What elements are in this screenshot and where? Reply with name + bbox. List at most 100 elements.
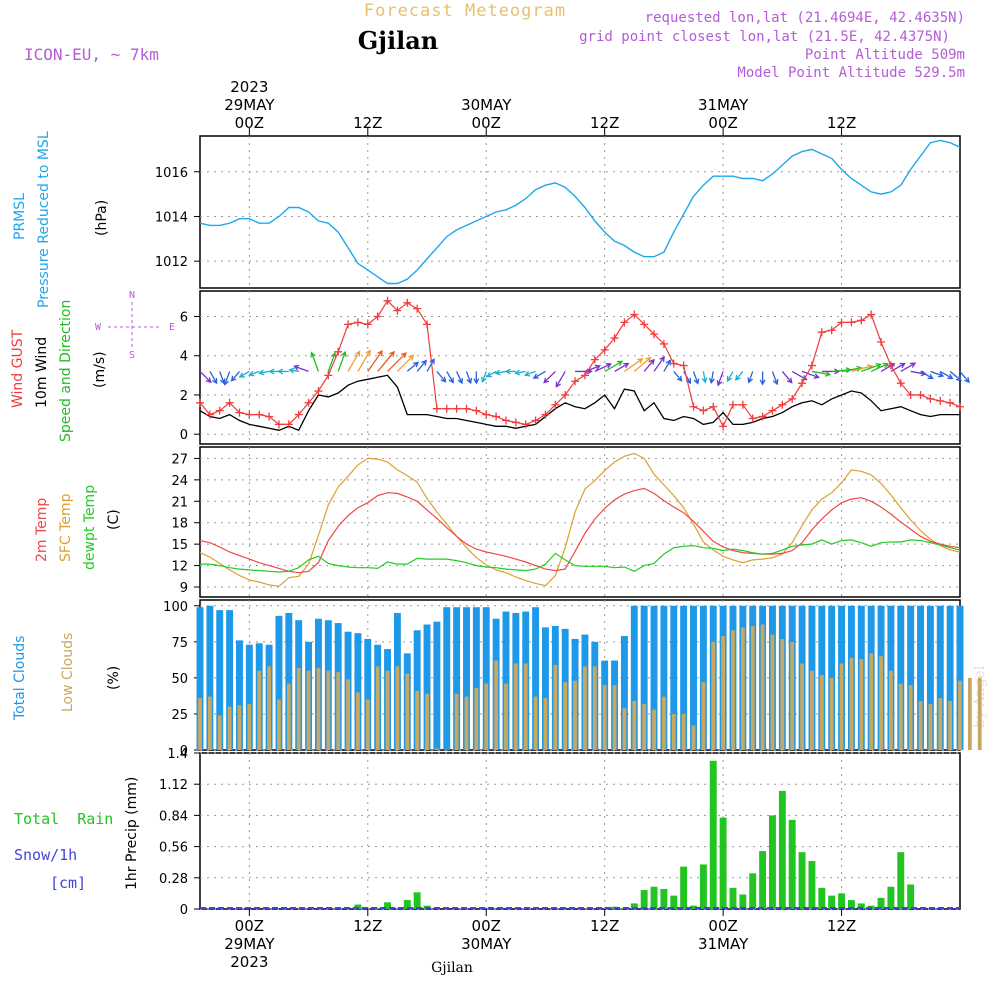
low-clouds-bar <box>504 683 508 750</box>
low-clouds-label: Low Clouds <box>60 633 76 712</box>
wind-direction-arrowhead <box>481 376 487 384</box>
wind-direction-arrowhead <box>594 364 602 371</box>
low-clouds-bar <box>958 680 962 750</box>
wind-direction-arrow <box>199 370 212 383</box>
rain-bar <box>630 903 638 909</box>
low-clouds-bar <box>750 625 755 750</box>
wind-gust-point <box>423 320 432 329</box>
wind-direction-arrowhead <box>813 373 820 379</box>
wind-direction-arrowhead <box>473 378 480 385</box>
wind-direction-arrowhead <box>659 355 665 363</box>
low-clouds-bar <box>583 666 587 750</box>
low-clouds-bar <box>918 700 923 750</box>
wind-direction-arrow <box>633 357 651 372</box>
temp-2m-label: 2m Temp <box>34 498 50 562</box>
wind-direction-arrowhead <box>676 375 683 382</box>
low-clouds-bar <box>237 705 242 750</box>
wind-direction-arrowhead <box>801 375 808 381</box>
low-clouds-bar <box>898 683 903 750</box>
bottom-time-label: 31MAY <box>698 935 749 953</box>
temp-sfc-label: SFC Temp <box>58 493 74 562</box>
low-clouds-bar <box>227 706 232 750</box>
wind-ytick-label: 4 <box>180 350 188 365</box>
rain-bar <box>374 907 382 909</box>
wind-gust-point <box>531 416 540 425</box>
wind-gust-point <box>551 400 560 409</box>
wind-gust-point <box>205 410 214 419</box>
wind-direction-arrow <box>465 371 472 384</box>
low-clouds-bar <box>296 667 301 750</box>
wind-direction-arrow <box>456 371 463 384</box>
wind-direction-arrow <box>781 371 793 384</box>
low-clouds-bar <box>474 687 479 750</box>
temp-2m-line <box>199 487 961 574</box>
wind-gust-point <box>748 414 757 423</box>
wind-direction-arrowhead <box>786 377 793 384</box>
low-clouds-bar <box>948 700 953 750</box>
wind-direction-label: Speed and Direction <box>58 300 74 442</box>
low-clouds-bar <box>464 696 469 750</box>
wind-gust-point <box>778 400 787 409</box>
wind-gust-point <box>196 398 204 407</box>
low-clouds-bar <box>760 624 765 750</box>
total-clouds-bar <box>502 611 510 750</box>
low-clouds-bar <box>780 638 785 750</box>
total-clouds-bar <box>443 607 451 750</box>
pressure-frame <box>199 135 961 289</box>
low-clouds-bar <box>395 666 400 750</box>
wind-gust-point <box>590 355 599 364</box>
wind-gust-point <box>798 379 807 388</box>
wind-gust-point <box>521 420 530 429</box>
temp-ytick-label: 15 <box>171 538 188 553</box>
compass-w: W <box>95 322 102 333</box>
rain-bar <box>413 892 421 909</box>
wind-direction-arrow <box>495 370 507 374</box>
low-clouds-bar <box>207 696 212 750</box>
wind-gust-point <box>738 400 747 409</box>
total-clouds-bar <box>413 630 421 750</box>
bottom-time-label: 00Z <box>235 917 264 935</box>
wind-direction-arrowhead <box>330 351 337 359</box>
point-altitude: Point Altitude 509m <box>805 47 965 63</box>
total-clouds-bar <box>245 644 253 750</box>
total-clouds-bar <box>917 605 924 750</box>
low-clouds-bar <box>494 660 499 750</box>
pressure-ytick-label: 1016 <box>155 166 188 181</box>
wind-gust-point <box>324 371 333 380</box>
total-clouds-bar <box>453 607 461 750</box>
wind-direction-arrowhead <box>947 373 954 380</box>
temp-ytick-label: 18 <box>171 517 188 532</box>
low-clouds-bar <box>622 708 627 750</box>
wind-gust-point <box>906 390 915 399</box>
wind-gust-point <box>946 398 955 407</box>
wind-direction-arrow <box>239 370 250 378</box>
rain-label: Total Rain <box>14 810 113 828</box>
wind-gust-point <box>403 298 412 307</box>
wind-direction-arrow <box>900 362 916 372</box>
temp-unit: (C) <box>106 509 122 530</box>
wind-gust-label: Wind GUST <box>10 329 26 408</box>
top-time-label: 12Z <box>353 114 382 132</box>
wind-direction-arrowhead <box>772 378 779 386</box>
low-clouds-bar <box>671 713 676 750</box>
wind-direction-arrow <box>643 359 655 372</box>
temp-dewpt-label: dewpt Temp <box>82 485 98 570</box>
wind-direction-arrowhead <box>448 377 454 384</box>
rain-bar <box>838 893 846 909</box>
wind-direction-arrowhead <box>747 377 753 384</box>
low-clouds-bar <box>740 627 745 750</box>
low-clouds-bar <box>602 685 607 750</box>
low-clouds-bar <box>573 680 577 750</box>
low-clouds-bar <box>800 663 804 750</box>
rain-bar <box>670 895 678 909</box>
wind-gust-point <box>225 398 234 407</box>
wind-gust-point <box>847 318 856 327</box>
low-clouds-bar <box>859 659 864 750</box>
total-clouds-bar <box>433 621 441 750</box>
wind-direction-arrow <box>594 363 612 373</box>
wind-direction-arrowhead <box>504 368 511 375</box>
low-clouds-bar <box>869 653 874 750</box>
wind-gust-point <box>215 406 224 415</box>
wind-direction-arrowhead <box>341 350 347 358</box>
wind-direction-arrowhead <box>759 379 766 386</box>
